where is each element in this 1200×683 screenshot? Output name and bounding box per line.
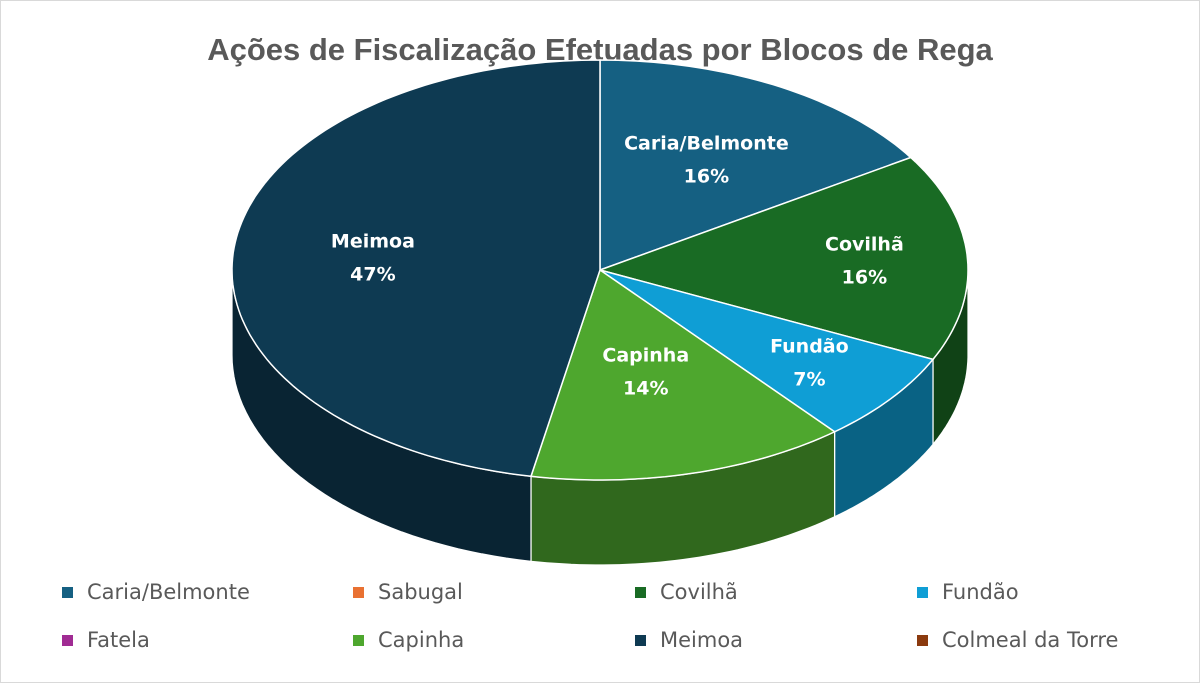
legend-swatch-caria-belmonte [62,586,73,598]
legend-swatch-capinha [353,634,364,646]
pie-slice-caria-belmonte [599,59,913,272]
pie-slice-fundao [599,269,935,433]
data-label-value-caria-belmonte: 16% [684,166,729,188]
data-label-name-caria-belmonte: Caria/Belmonte [624,133,789,155]
legend-label-fatela: Fatela [87,628,150,652]
data-label-value-covilha: 16% [842,267,887,289]
legend-item-caria-belmonte: Caria/Belmonte [62,574,250,610]
data-label-value-fundao: 7% [793,369,825,391]
legend-label-capinha: Capinha [378,628,465,652]
legend-swatch-colmeal-da-torre [917,634,928,646]
legend-label-colmeal-da-torre: Colmeal da Torre [942,628,1119,652]
legend-swatch-covilha [635,586,646,598]
legend-item-fatela: Fatela [62,622,150,658]
data-label-value-meimoa: 47% [350,264,395,286]
legend-item-covilha: Covilhã [635,574,738,610]
legend-label-caria-belmonte: Caria/Belmonte [87,580,250,604]
legend-label-covilha: Covilhã [660,580,738,604]
data-label-name-capinha: Capinha [602,345,689,367]
pie-top-faces [231,59,969,481]
chart-legend: Caria/Belmonte Sabugal Covilhã Fundão Fatela… [62,574,1172,664]
legend-item-capinha: Capinha [353,622,464,658]
legend-label-fundao: Fundão [942,580,1019,604]
data-label-name-covilha: Covilhã [825,234,904,256]
legend-swatch-fatela [62,634,73,646]
legend-swatch-sabugal [353,586,364,598]
data-label-value-capinha: 14% [623,378,668,400]
pie-slice-covilha [597,156,969,361]
pie-slice-meimoa [231,59,601,478]
legend-swatch-fundao [917,586,928,598]
data-label-name-fundao: Fundão [770,336,849,358]
pie-slice-capinha [529,268,837,481]
data-label-name-meimoa: Meimoa [331,231,415,253]
legend-label-meimoa: Meimoa [660,628,744,652]
legend-item-colmeal-da-torre: Colmeal da Torre [917,622,1118,658]
pie-data-labels: Caria/Belmonte 16% Covilhã 16% Fundão 7% Capin… [331,133,904,400]
legend-label-sabugal: Sabugal [378,580,463,604]
legend-swatch-meimoa [635,634,646,646]
legend-item-sabugal: Sabugal [353,574,463,610]
legend-item-meimoa: Meimoa [635,622,743,658]
legend-item-fundao: Fundão [917,574,1019,610]
